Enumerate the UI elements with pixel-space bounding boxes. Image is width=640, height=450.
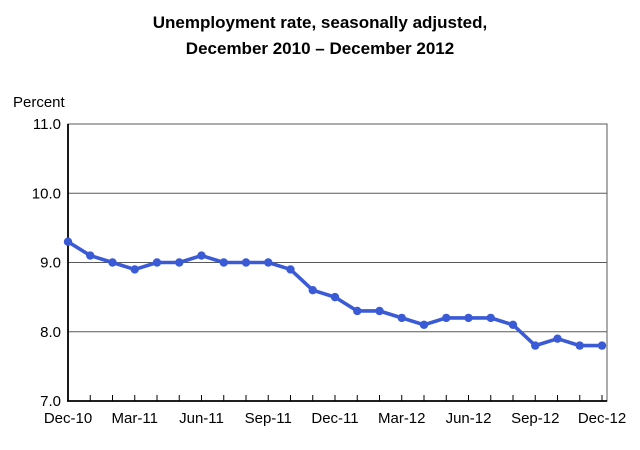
y-tick-label: 9.0 bbox=[40, 255, 61, 272]
x-tick-label: Jun-12 bbox=[446, 410, 492, 427]
data-point bbox=[175, 258, 184, 267]
data-point bbox=[508, 320, 518, 330]
y-tick-label: 8.0 bbox=[40, 324, 61, 341]
x-tick-label: Sep-12 bbox=[511, 410, 559, 427]
data-point bbox=[152, 258, 162, 267]
data-point bbox=[130, 265, 139, 274]
x-tick-label: Sep-11 bbox=[245, 410, 292, 427]
data-point bbox=[464, 313, 473, 323]
data-point bbox=[397, 313, 406, 323]
data-point bbox=[419, 320, 429, 330]
data-point bbox=[330, 292, 340, 302]
chart-title-line2: December 2010 – December 2012 bbox=[185, 39, 455, 58]
data-point bbox=[486, 313, 495, 323]
x-tick-label: Dec-10 bbox=[44, 410, 92, 427]
y-axis-unit-label: Percent bbox=[13, 94, 65, 111]
y-tick-label: 11.0 bbox=[33, 116, 61, 133]
data-point bbox=[219, 258, 228, 267]
data-point bbox=[264, 258, 273, 267]
data-point bbox=[308, 286, 317, 295]
x-tick-label: Jun-11 bbox=[179, 410, 224, 427]
y-tick-label: 7.0 bbox=[40, 393, 61, 410]
x-tick-label: Dec-11 bbox=[311, 410, 358, 427]
data-point bbox=[442, 313, 451, 323]
data-point bbox=[531, 341, 540, 350]
x-tick-label: Mar-11 bbox=[112, 410, 158, 427]
data-point bbox=[241, 258, 251, 267]
chart-title: Unemployment rate, seasonally adjusted, … bbox=[0, 10, 640, 62]
data-point bbox=[553, 334, 562, 343]
x-tick-label: Mar-12 bbox=[378, 410, 426, 427]
data-point bbox=[63, 237, 73, 246]
x-tick-label: Dec-12 bbox=[578, 410, 626, 427]
data-point bbox=[197, 251, 206, 260]
data-point bbox=[375, 306, 384, 316]
data-point bbox=[86, 251, 95, 260]
data-point bbox=[353, 306, 362, 316]
y-tick-label: 10.0 bbox=[32, 185, 61, 202]
data-point bbox=[108, 258, 117, 267]
data-point bbox=[597, 341, 607, 350]
chart-title-line1: Unemployment rate, seasonally adjusted, bbox=[152, 13, 488, 32]
data-point bbox=[286, 265, 295, 274]
data-point bbox=[575, 341, 584, 350]
